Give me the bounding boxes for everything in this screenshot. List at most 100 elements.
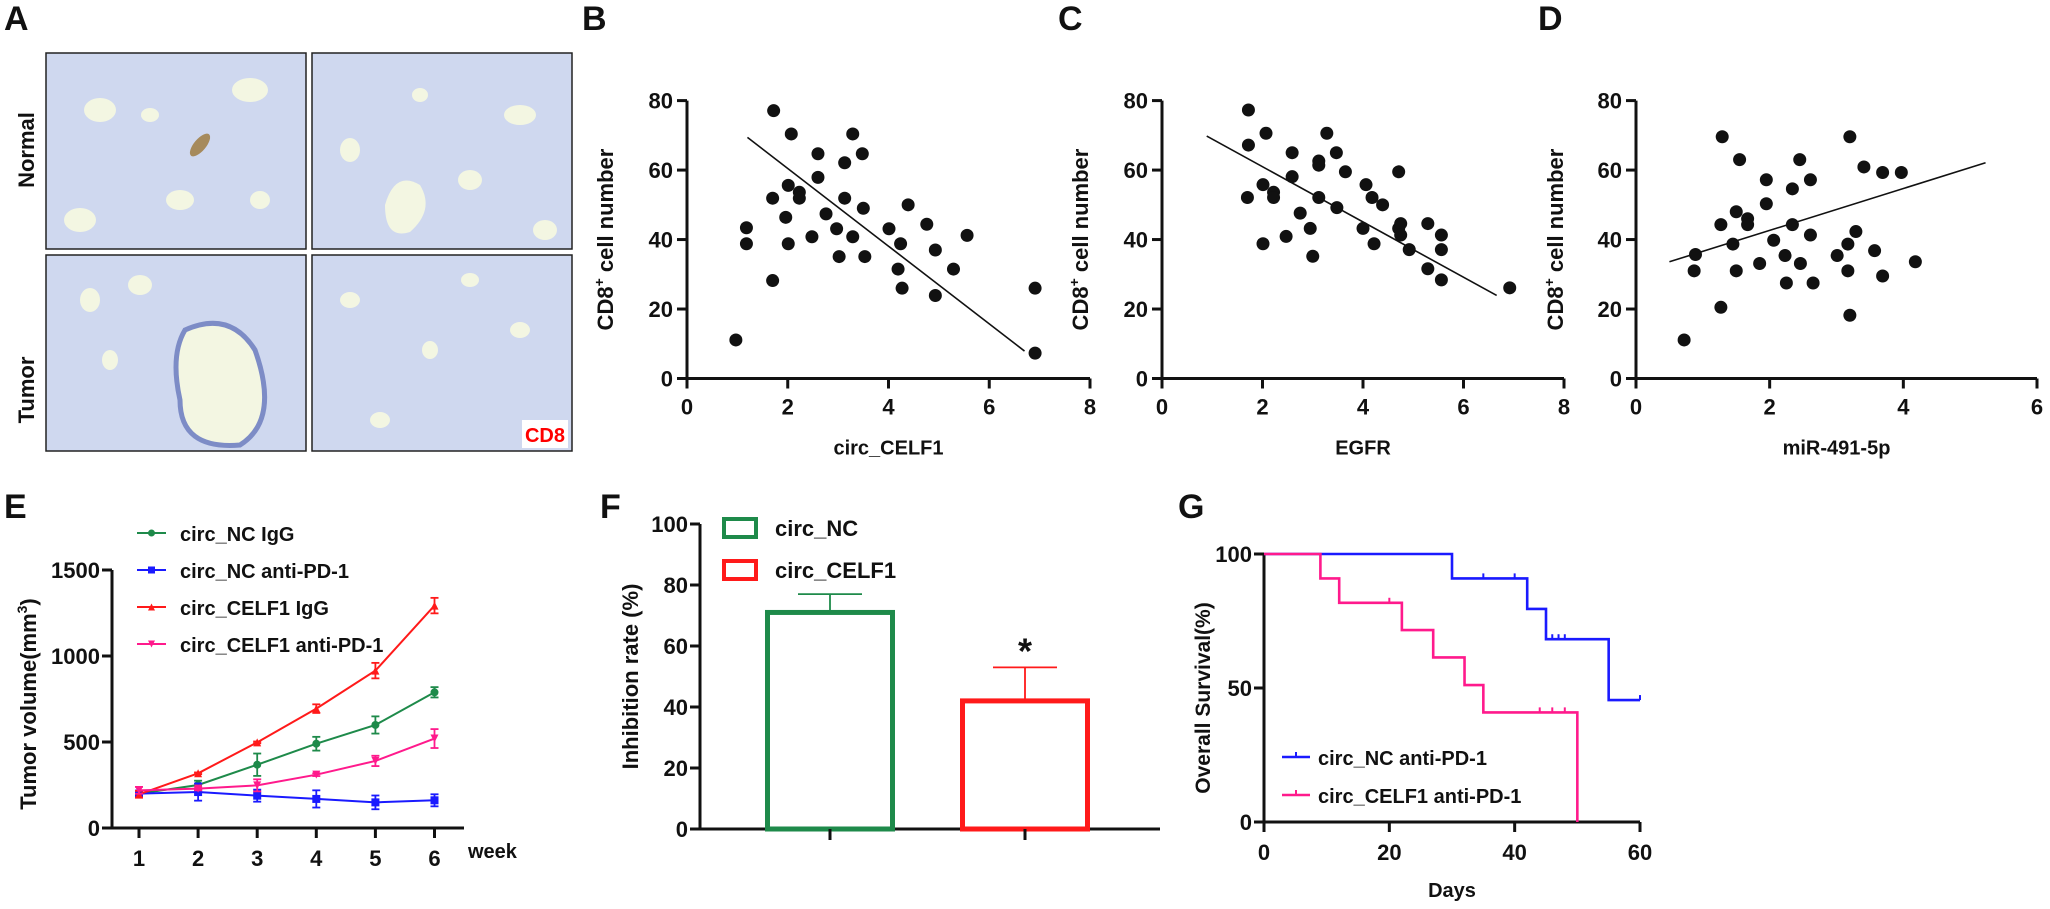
- scatter-point: [1303, 221, 1317, 235]
- survival-curve: [1264, 552, 1579, 822]
- y-axis-title: Tumor volume(mm3): [14, 598, 41, 810]
- legend-label: circ_NC anti-PD-1: [1318, 748, 1487, 770]
- row-label-normal: Normal: [14, 112, 39, 188]
- x-axis-title: EGFR: [1335, 438, 1391, 460]
- legend-label: circ_CELF1 anti-PD-1: [1318, 786, 1521, 808]
- scatter-point: [1793, 257, 1807, 271]
- series-circ-celf1-anti-pd-1: circ_CELF1 anti-PD-1: [135, 635, 439, 795]
- scatter-point: [838, 191, 852, 205]
- y-tick-label: 20: [664, 756, 688, 781]
- x-axis-title: circ_CELF1: [833, 438, 943, 460]
- scatter-point: [811, 147, 825, 161]
- scatter-point: [1868, 244, 1882, 258]
- marker-triangle-down: [148, 640, 155, 648]
- scatter-point: [1338, 165, 1352, 179]
- scatter-point: [1421, 262, 1435, 276]
- regression-line: [746, 136, 1026, 352]
- y-tick-label: 20: [649, 297, 673, 322]
- y-tick-label: 60: [1124, 158, 1148, 183]
- marker-triangle-down: [135, 786, 143, 795]
- y-tick-label: 500: [63, 730, 100, 755]
- survival-circ-nc-anti-pd-1: circ_NC anti-PD-1: [1264, 552, 1641, 770]
- scatter-point: [1876, 166, 1890, 180]
- x-tick-label: 3: [251, 846, 263, 871]
- scatter-point: [1803, 173, 1817, 187]
- scatter-point: [1759, 173, 1773, 187]
- scatter-point: [1843, 130, 1857, 144]
- legend-label: circ_NC IgG: [180, 524, 294, 546]
- y-tick-label: 50: [1228, 676, 1252, 701]
- scatter-point: [1421, 217, 1435, 231]
- y-tick-label: 20: [1598, 297, 1622, 322]
- x-tick-label: 0: [1156, 395, 1168, 420]
- scatter-point: [1779, 276, 1793, 290]
- scatter-point: [946, 262, 960, 276]
- scatter-point: [928, 243, 942, 257]
- marker-square: [253, 791, 262, 800]
- scatter-point: [882, 222, 896, 236]
- marker-square: [371, 798, 380, 807]
- row-label-tumor: Tumor: [14, 356, 39, 423]
- significance-marker: *: [1018, 630, 1032, 671]
- scatter-point: [766, 274, 780, 288]
- micrograph-normal-2: [311, 52, 573, 250]
- panel-b: B 0 20 40 60 80 0 2 4 6 8 circ_CELF1 CD8+ cell numbe…: [582, 0, 1096, 460]
- scatter-point: [1767, 233, 1781, 247]
- scatter-point: [1330, 201, 1344, 215]
- scatter-point: [1857, 160, 1871, 174]
- stain-label-box: [522, 420, 568, 448]
- panel-letter-d: D: [1538, 0, 1563, 38]
- scatter-point: [1241, 138, 1255, 152]
- series-line: [138, 791, 435, 804]
- scatter-point: [1392, 165, 1406, 179]
- bar: [765, 609, 895, 832]
- panel-letter-c: C: [1058, 0, 1083, 38]
- scatter-point: [781, 237, 795, 251]
- y-tick-label: 60: [1598, 158, 1622, 183]
- y-tick-label: 60: [664, 634, 688, 659]
- marker-triangle-down: [312, 770, 321, 779]
- scatter-point: [1293, 206, 1307, 220]
- scatter-point: [1687, 264, 1701, 278]
- marker-triangle-down: [430, 734, 439, 743]
- scatter-point: [1778, 249, 1792, 263]
- scatter-point: [1285, 170, 1299, 184]
- panel-letter-f: F: [600, 488, 621, 526]
- scatter-point: [729, 333, 743, 347]
- scatter-point: [1306, 249, 1320, 263]
- marker-triangle-down: [194, 784, 203, 793]
- scatter-point: [1729, 264, 1743, 278]
- scatter-point: [1503, 281, 1517, 295]
- x-tick-label: 1: [133, 846, 145, 871]
- scatter-point: [1793, 153, 1807, 167]
- scatter-point: [1753, 257, 1767, 271]
- y-tick-label: 0: [676, 817, 688, 842]
- y-tick-label: 100: [651, 512, 688, 537]
- x-tick-label: 6: [428, 846, 440, 871]
- scatter-point: [1894, 166, 1908, 180]
- scatter-point: [779, 210, 793, 224]
- scatter-point: [1359, 178, 1373, 192]
- x-tick-label: 20: [1377, 840, 1401, 865]
- legend-swatch: [722, 559, 758, 581]
- scatter-point: [1841, 264, 1855, 278]
- scatter-point: [894, 237, 908, 251]
- marker-triangle-up: [253, 738, 262, 747]
- legend-label: circ_CELF1 IgG: [180, 598, 329, 620]
- y-axis-title: CD8+ cell number: [1541, 148, 1568, 330]
- scatter-point: [1356, 221, 1370, 235]
- bar-circ-nc: circ_NC: [722, 516, 895, 840]
- y-tick-label: 80: [1598, 89, 1622, 114]
- scatter-point: [1759, 197, 1773, 211]
- scatter-point: [767, 104, 781, 118]
- x-tick-label: 0: [681, 395, 693, 420]
- scatter-point: [739, 221, 753, 235]
- scatter-point: [1312, 191, 1326, 205]
- scatter-point: [805, 230, 819, 244]
- bar: [960, 698, 1090, 832]
- marker-triangle-down: [371, 756, 380, 765]
- x-tick-label: 6: [1457, 395, 1469, 420]
- legend-label: circ_NC anti-PD-1: [180, 561, 349, 583]
- scatter-point: [1714, 300, 1728, 314]
- scatter-point: [1394, 228, 1408, 242]
